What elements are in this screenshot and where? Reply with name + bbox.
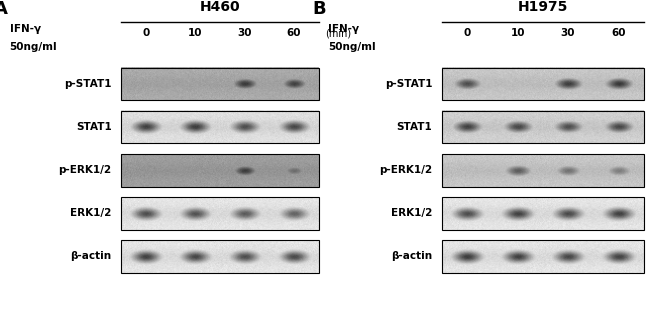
Text: IFN-γ: IFN-γ [10,24,41,34]
Text: 50ng/ml: 50ng/ml [10,42,57,52]
Bar [442,154,644,187]
Text: IFN-γ: IFN-γ [328,24,359,34]
Text: ERK1/2: ERK1/2 [70,208,112,218]
Text: H1975: H1975 [517,0,568,14]
Text: 60: 60 [611,28,625,38]
Text: 10: 10 [188,28,202,38]
Text: 60: 60 [287,28,301,38]
Text: 30: 30 [561,28,575,38]
Bar [121,240,318,273]
Text: 30: 30 [237,28,252,38]
Bar [121,197,318,230]
Bar [442,197,644,230]
Text: p-STAT1: p-STAT1 [64,79,112,89]
Text: p-ERK1/2: p-ERK1/2 [58,165,112,175]
Text: STAT1: STAT1 [76,122,112,132]
Text: (min): (min) [325,28,351,38]
Text: p-ERK1/2: p-ERK1/2 [379,165,432,175]
Text: B: B [312,0,326,18]
Text: ERK1/2: ERK1/2 [391,208,432,218]
Bar [121,68,318,100]
Text: β-actin: β-actin [391,251,432,261]
Bar [121,154,318,187]
Bar [442,68,644,100]
Text: 50ng/ml: 50ng/ml [328,42,376,52]
Text: β-actin: β-actin [70,251,112,261]
Text: STAT1: STAT1 [396,122,432,132]
Text: A: A [0,0,8,18]
Bar [121,111,318,143]
Text: p-STAT1: p-STAT1 [385,79,432,89]
Text: 0: 0 [463,28,471,38]
Bar [442,240,644,273]
Bar [442,111,644,143]
Text: 0: 0 [142,28,150,38]
Text: 10: 10 [510,28,525,38]
Text: H460: H460 [200,0,240,14]
